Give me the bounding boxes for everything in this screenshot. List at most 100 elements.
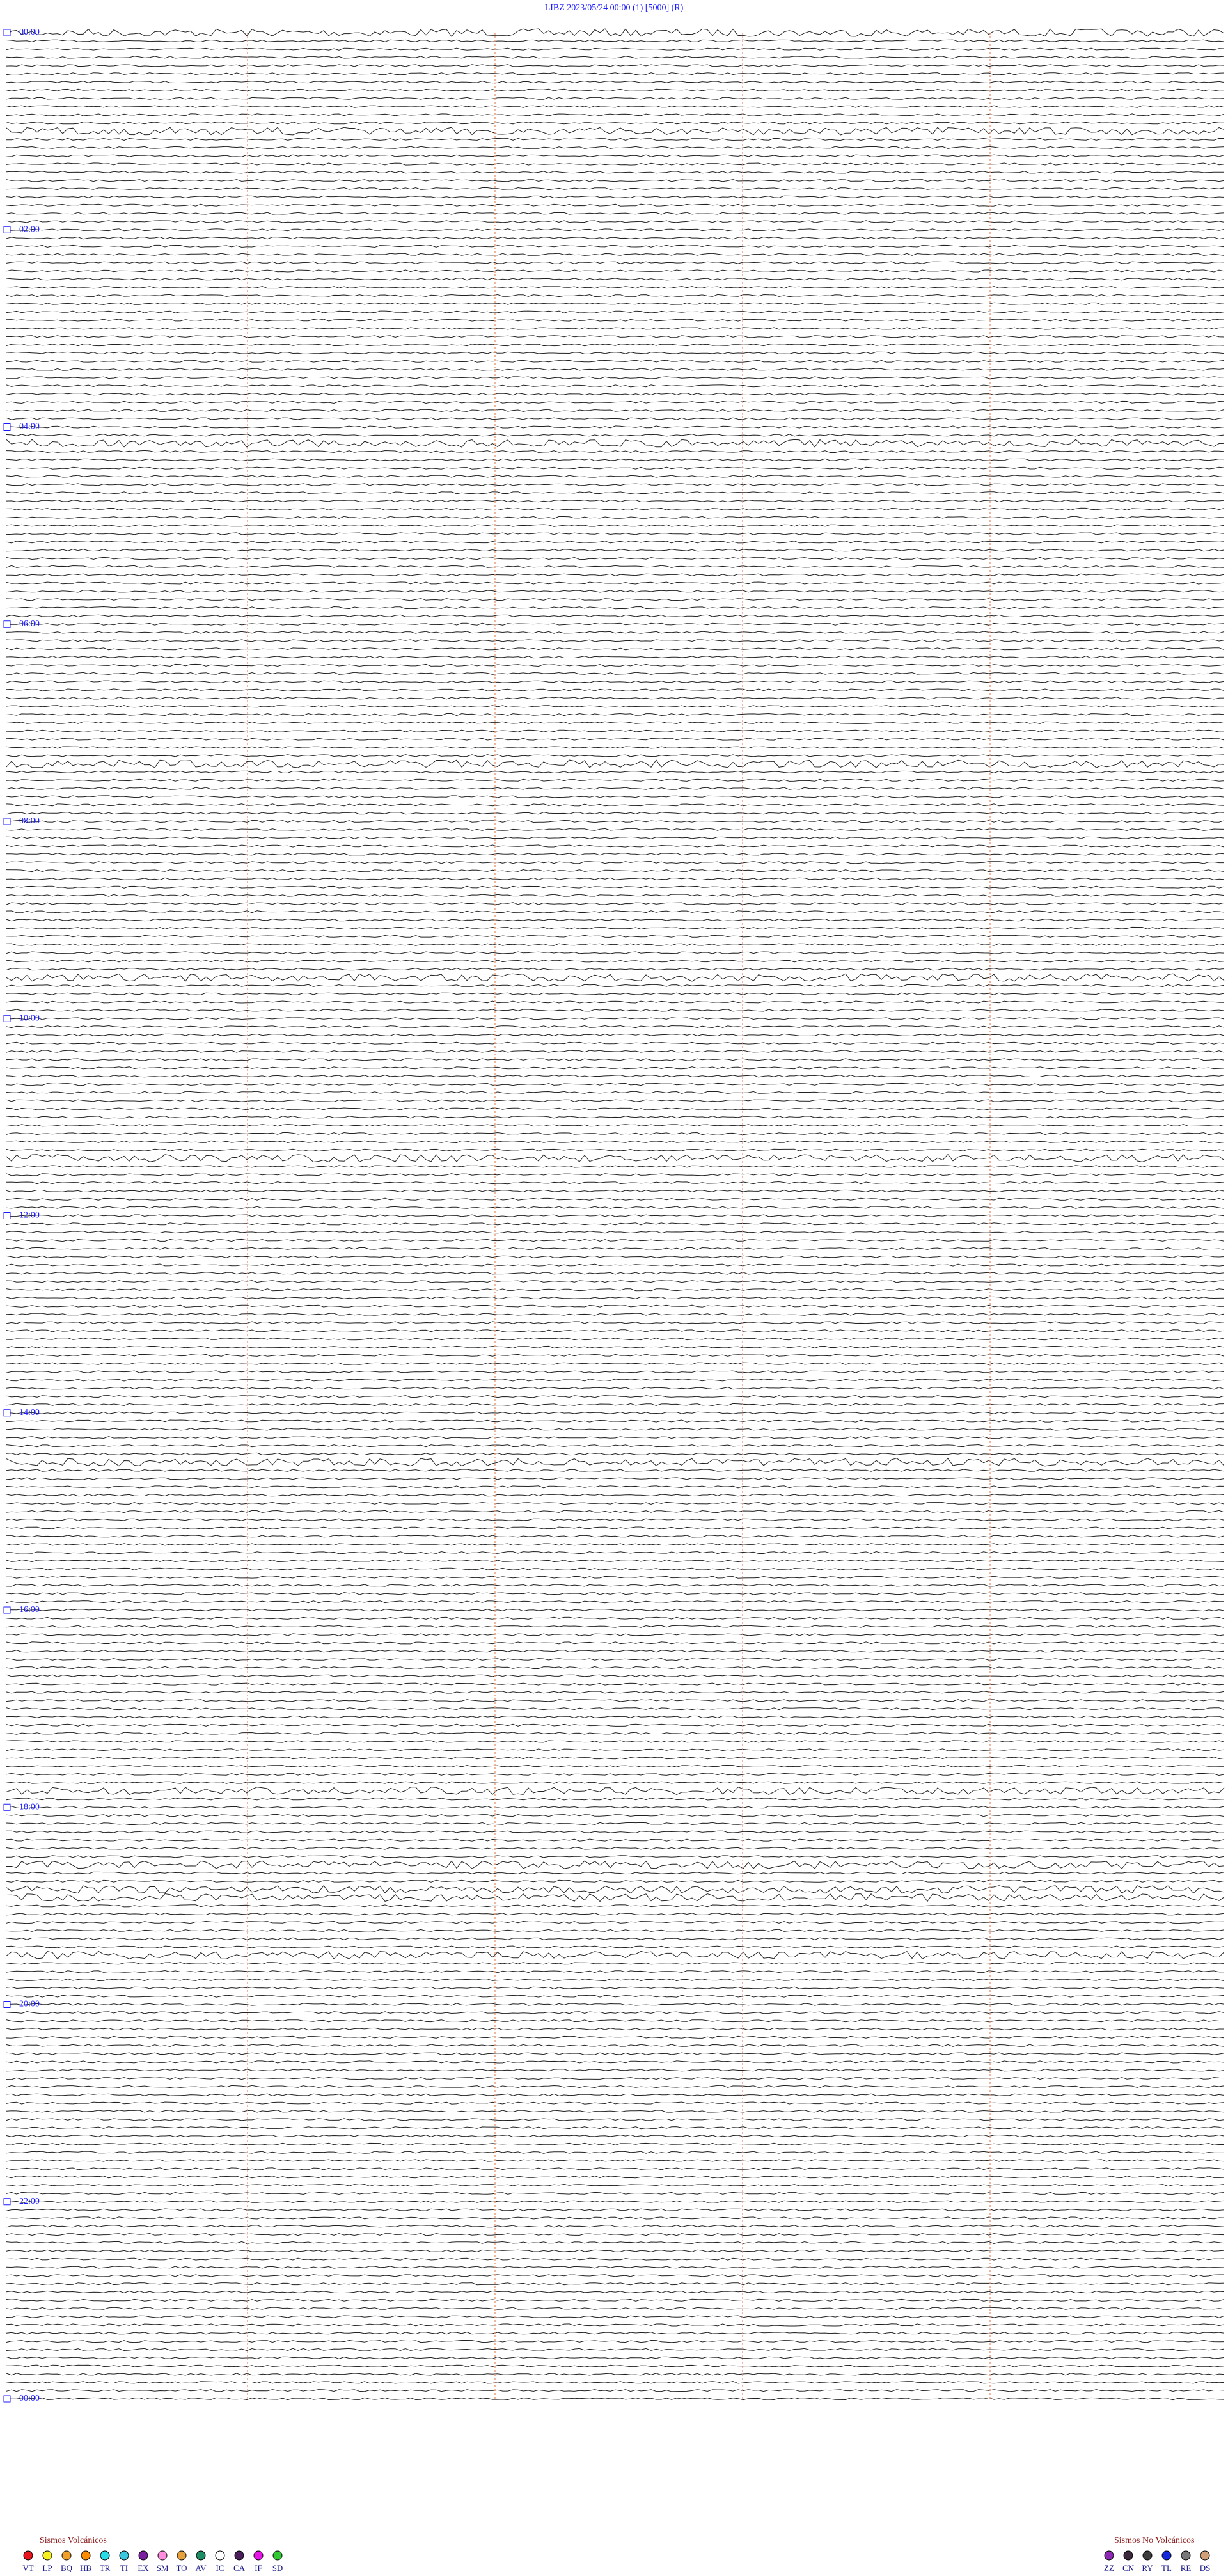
trace	[6, 1600, 1224, 1604]
trace	[6, 2192, 1225, 2195]
trace	[6, 2274, 1224, 2277]
trace	[6, 97, 1225, 100]
trace	[6, 2232, 1225, 2236]
trace	[6, 343, 1225, 347]
trace	[6, 1419, 1225, 1423]
trace	[6, 351, 1225, 355]
legend-code: LP	[42, 2563, 52, 2573]
trace	[6, 614, 1225, 618]
trace	[6, 1099, 1225, 1102]
trace	[6, 203, 1225, 207]
trace	[6, 1633, 1225, 1636]
legend-marker	[42, 2550, 52, 2561]
trace	[6, 319, 1225, 322]
trace	[6, 253, 1225, 256]
trace	[6, 179, 1225, 182]
trace	[6, 1263, 1225, 1267]
trace	[6, 770, 1225, 774]
trace	[6, 1682, 1225, 1686]
legend-title: Sismos Volcánicos	[40, 2536, 107, 2545]
trace	[6, 1272, 1225, 1275]
trace	[6, 984, 1225, 988]
trace	[6, 2356, 1225, 2359]
trace	[6, 1970, 1224, 1973]
legend-marker	[177, 2550, 187, 2561]
trace	[6, 1124, 1225, 1127]
trace	[6, 1526, 1225, 1529]
trace	[6, 869, 1225, 873]
legend-marker	[1181, 2550, 1191, 2561]
trace	[6, 590, 1225, 593]
legend-code: RE	[1181, 2563, 1192, 2573]
trace	[6, 1362, 1225, 1365]
time-label: 16:00	[19, 1605, 40, 1615]
legend-marker	[272, 2550, 283, 2561]
trace	[6, 1781, 1225, 1784]
trace	[6, 1674, 1225, 1677]
legend-marker	[119, 2550, 129, 2561]
trace	[6, 819, 1225, 823]
trace	[6, 1559, 1225, 1563]
trace	[6, 1584, 1225, 1587]
trace	[6, 2397, 1225, 2401]
legend-marker	[138, 2550, 148, 2561]
trace	[6, 639, 1225, 642]
time-label: 00:00	[19, 28, 40, 37]
trace	[6, 244, 1225, 248]
trace	[6, 754, 1225, 757]
trace	[6, 877, 1225, 881]
trace	[6, 861, 1224, 864]
trace	[6, 787, 1225, 790]
trace	[6, 1181, 1225, 1185]
trace	[6, 507, 1225, 511]
trace	[6, 2110, 1225, 2113]
legend-code: TI	[120, 2563, 128, 2573]
legend-code: RY	[1142, 2563, 1153, 2573]
legend-marker	[1123, 2550, 1133, 2561]
time-marker	[3, 2198, 11, 2206]
trace	[6, 1469, 1225, 1472]
trace	[6, 2249, 1225, 2252]
trace	[6, 1937, 1225, 1940]
trace	[6, 2044, 1225, 2047]
time-label: 02:00	[19, 225, 40, 234]
trace	[6, 1945, 1225, 1948]
trace	[6, 2027, 1224, 2031]
trace	[6, 1813, 1225, 1817]
time-marker	[3, 1606, 11, 1614]
trace	[6, 2225, 1225, 2228]
trace	[6, 1855, 1225, 1858]
legend-marker	[23, 2550, 33, 2561]
trace	[6, 759, 1225, 768]
time-label: 00:00	[19, 2394, 40, 2403]
trace	[6, 1978, 1225, 1982]
trace	[6, 1518, 1225, 1521]
legend-code: IF	[255, 2563, 262, 2573]
trace	[6, 713, 1225, 716]
trace	[6, 1699, 1225, 1702]
trace	[6, 2151, 1224, 2154]
trace	[6, 1764, 1224, 1768]
trace	[6, 738, 1225, 741]
trace	[6, 1148, 1225, 1151]
trace	[6, 1847, 1225, 1850]
trace	[6, 1871, 1225, 1875]
trace	[6, 1025, 1225, 1029]
trace	[6, 64, 1225, 67]
trace	[6, 812, 1225, 815]
legend-code: TL	[1161, 2563, 1172, 2573]
trace	[6, 1885, 1225, 1894]
trace	[6, 278, 1225, 281]
trace	[6, 1153, 1225, 1163]
trace	[6, 2381, 1225, 2384]
trace	[6, 1321, 1225, 1324]
trace	[6, 2364, 1225, 2367]
trace	[6, 1066, 1225, 1070]
legend-marker	[1200, 2550, 1210, 2561]
legend-code: SM	[157, 2563, 169, 2573]
time-label: 20:00	[19, 2000, 40, 2009]
trace	[6, 1116, 1225, 1119]
trace	[6, 269, 1225, 273]
trace	[6, 2282, 1225, 2286]
trace	[6, 581, 1225, 585]
